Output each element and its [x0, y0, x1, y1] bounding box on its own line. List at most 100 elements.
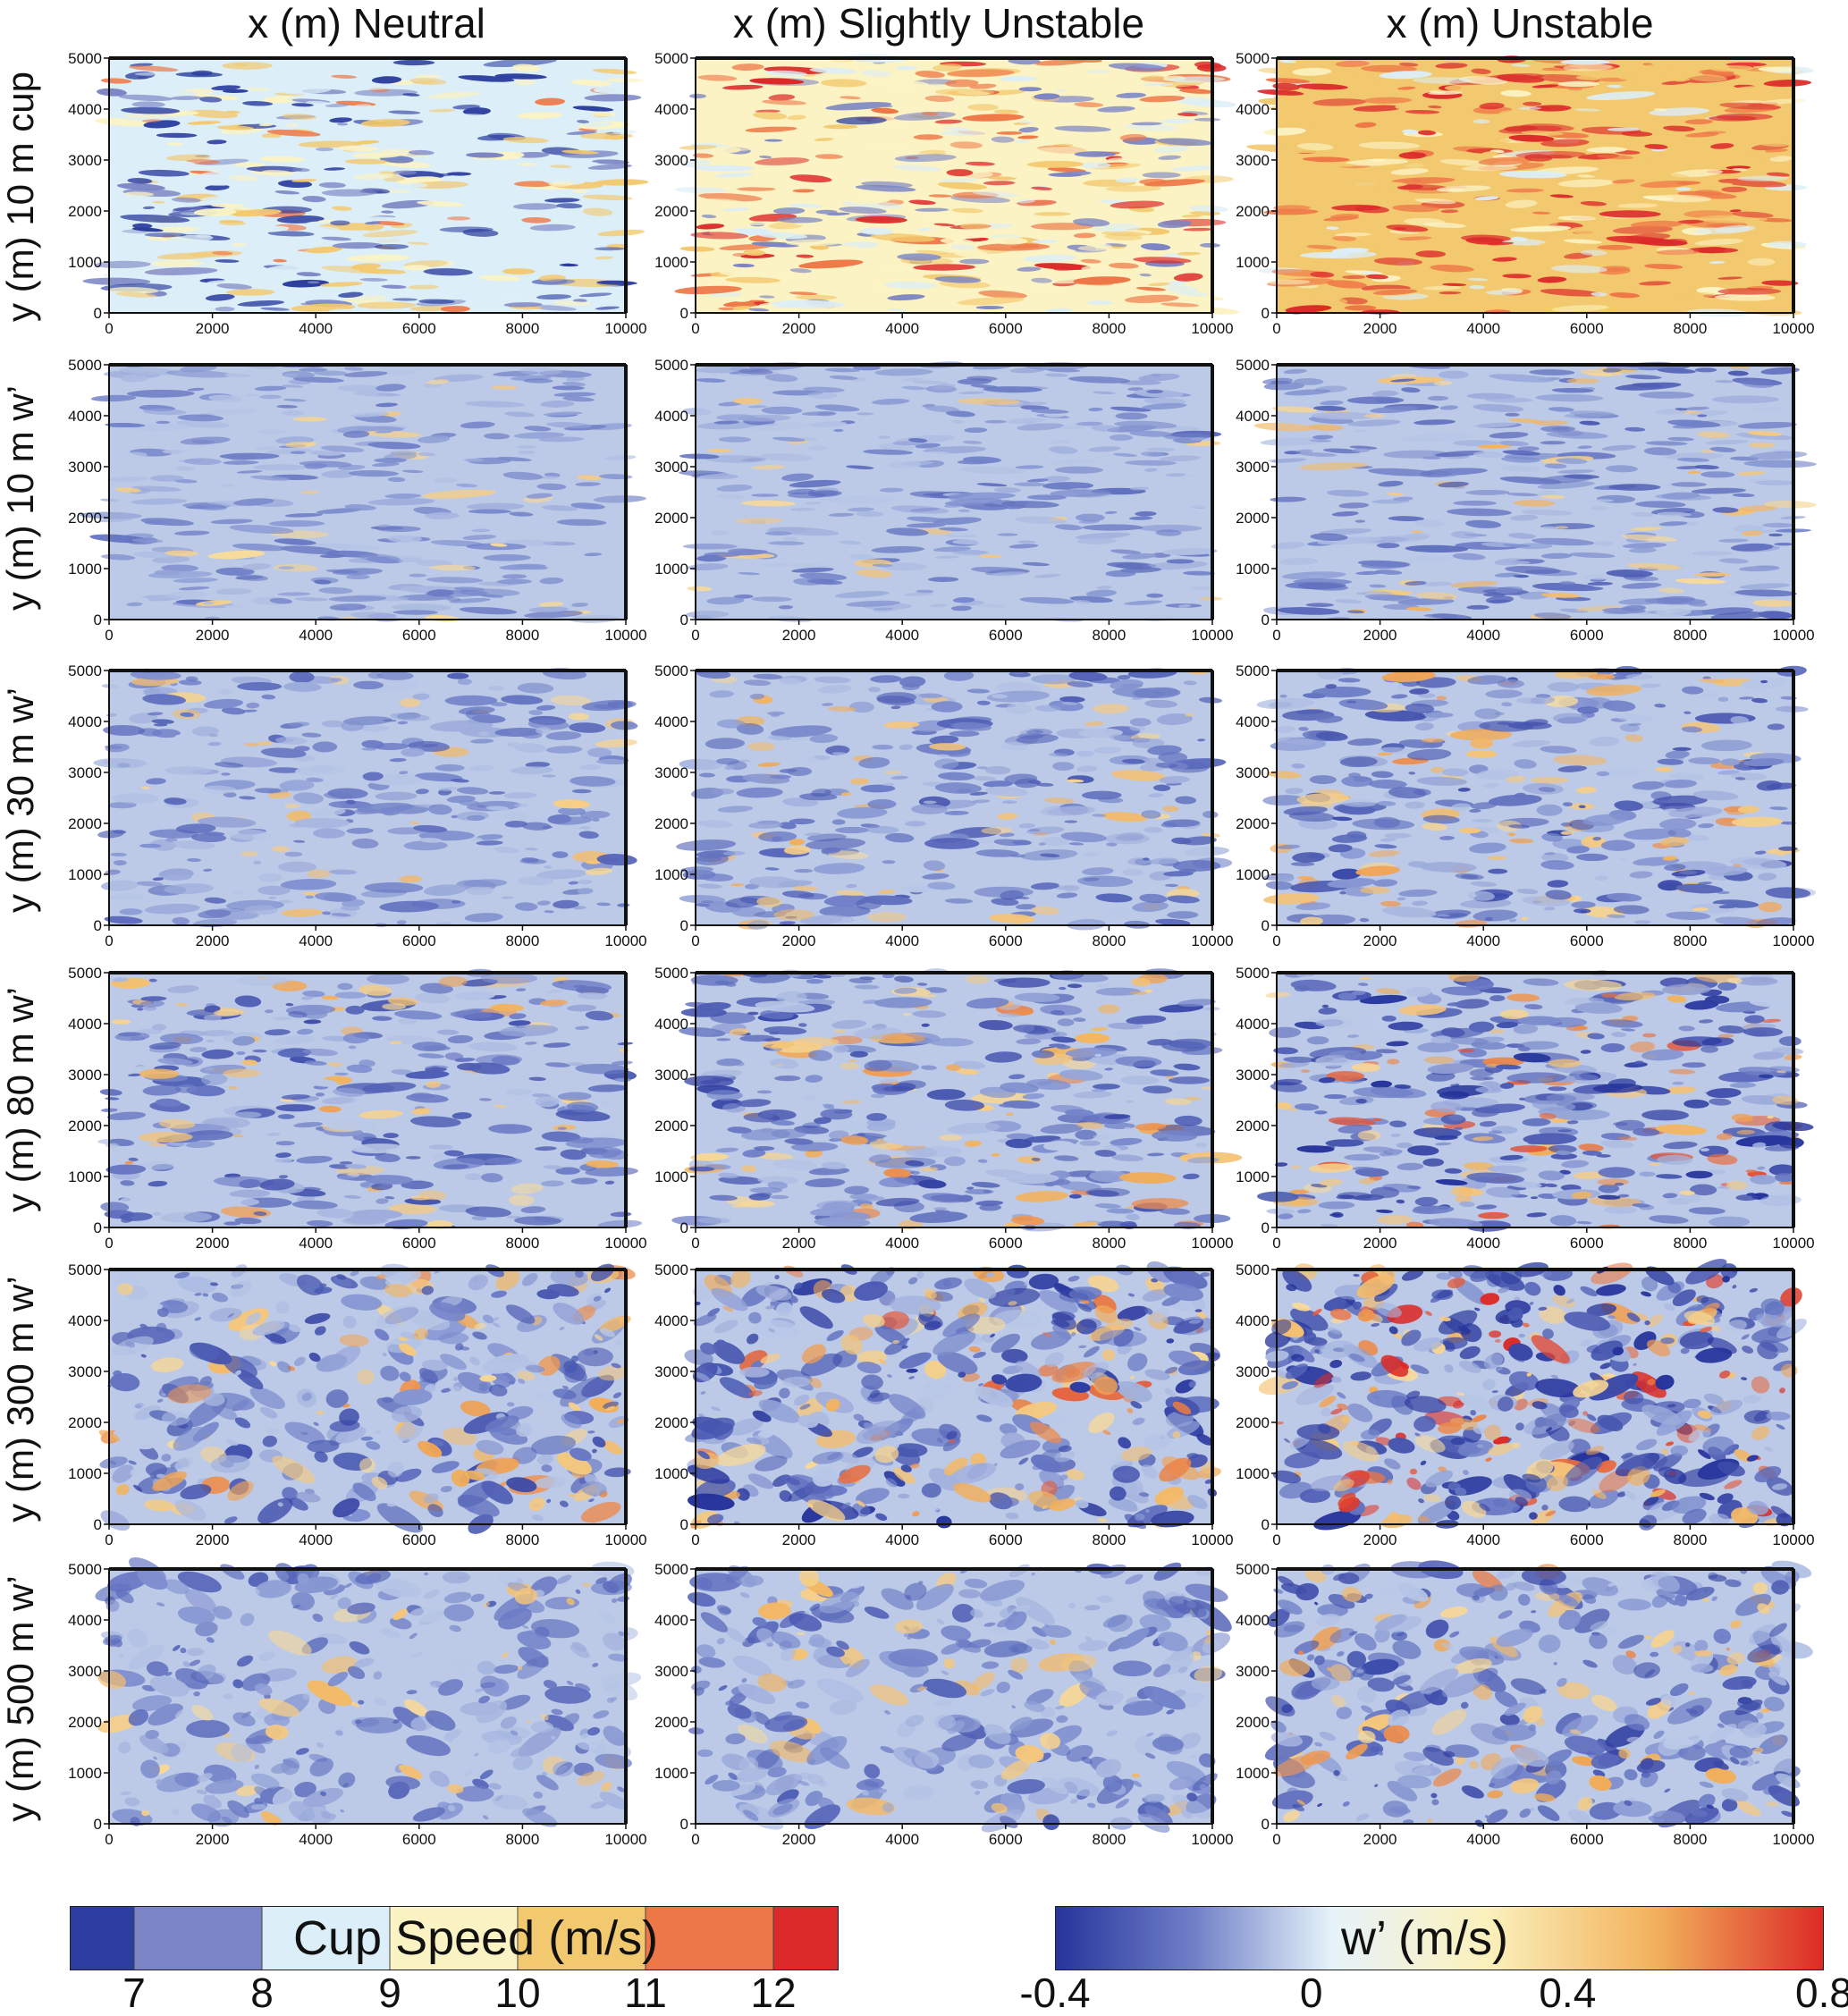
x-tick-label: 0	[1272, 932, 1280, 949]
x-tick-label: 10000	[604, 932, 646, 949]
y-tick-label: 2000	[654, 510, 688, 527]
field-streak	[284, 852, 302, 857]
x-tick-label: 8000	[1673, 932, 1707, 949]
field-streak	[716, 1038, 730, 1041]
field-streak	[806, 979, 823, 983]
y-tick-label: 5000	[68, 662, 102, 679]
y-tick-label: 2000	[654, 1118, 688, 1135]
x-tick-label: 0	[105, 932, 113, 949]
y-tick-label: 4000	[654, 713, 688, 730]
y-tick-label: 2000	[1236, 1118, 1270, 1135]
y-tick-label: 1000	[68, 561, 102, 578]
field-streak	[275, 1104, 315, 1111]
x-tick-label: 4000	[1466, 932, 1500, 949]
y-tick-label: 2000	[654, 203, 688, 220]
x-tick-label: 4000	[885, 932, 919, 949]
x-tick-label: 2000	[1363, 1235, 1397, 1252]
x-tick-label: 0	[691, 627, 699, 644]
y-tick-label: 4000	[1236, 713, 1270, 730]
y-tick-label: 5000	[1236, 50, 1270, 67]
field-streak	[731, 1204, 747, 1208]
y-tick-label: 5000	[1236, 662, 1270, 679]
field-streak	[275, 1141, 294, 1145]
field-streak	[1355, 1099, 1367, 1103]
field-streak	[1120, 1075, 1159, 1084]
field-streak	[578, 880, 592, 884]
field-streak	[997, 533, 1017, 536]
x-tick-label: 0	[691, 932, 699, 949]
x-tick-label: 6000	[402, 627, 436, 644]
row-label-300m-w: y (m) 300 m w’	[0, 1252, 43, 1547]
field-streak	[974, 887, 1034, 898]
field-streak	[835, 827, 869, 833]
y-tick-label: 1000	[1236, 254, 1270, 271]
y-tick-label: 0	[94, 305, 102, 322]
x-tick-label: 4000	[299, 320, 333, 337]
x-tick-label: 10000	[1772, 932, 1814, 949]
x-tick-label: 2000	[782, 932, 816, 949]
x-tick-label: 8000	[1092, 320, 1126, 337]
x-tick-label: 2000	[196, 627, 230, 644]
field-streak	[156, 421, 170, 424]
x-tick-label: 0	[1272, 627, 1280, 644]
x-tick-label: 4000	[1466, 627, 1500, 644]
field-streak	[294, 818, 350, 829]
y-tick-label: 3000	[654, 152, 688, 169]
field-streak	[1079, 1140, 1101, 1145]
x-tick-label: 4000	[299, 627, 333, 644]
x-tick-label: 2000	[196, 1235, 230, 1252]
x-tick-label: 0	[691, 320, 699, 337]
x-tick-label: 8000	[505, 1235, 539, 1252]
field-streak	[1110, 434, 1133, 441]
field-streak	[1375, 249, 1390, 252]
field-streak	[1597, 1178, 1629, 1185]
y-tick-label: 2000	[1236, 203, 1270, 220]
y-tick-label: 0	[1262, 305, 1270, 322]
y-tick-label: 5000	[654, 50, 688, 67]
y-tick-label: 0	[94, 1219, 102, 1236]
x-tick-label: 0	[1272, 1235, 1280, 1252]
x-tick-label: 4000	[1466, 320, 1500, 337]
y-tick-label: 2000	[68, 203, 102, 220]
field-streak	[1069, 1194, 1082, 1199]
field-streak	[923, 801, 936, 804]
y-tick-label: 0	[680, 612, 688, 628]
field-streak	[594, 247, 624, 250]
y-tick-label: 1000	[68, 254, 102, 271]
field-streak	[1360, 887, 1390, 894]
field-streak	[1748, 258, 1776, 266]
y-tick-label: 1000	[654, 254, 688, 271]
field-streak	[557, 1126, 567, 1129]
row-label-10m-cup: y (m) 10 m cup	[0, 49, 43, 344]
y-tick-label: 4000	[68, 101, 102, 118]
x-tick-label: 6000	[402, 1235, 436, 1252]
y-tick-label: 2000	[654, 815, 688, 832]
x-tick-label: 8000	[1673, 320, 1707, 337]
y-tick-label: 3000	[1236, 764, 1270, 781]
field-streak	[1721, 758, 1741, 765]
field-streak	[924, 838, 979, 849]
x-tick-label: 8000	[505, 627, 539, 644]
field-streak	[1596, 772, 1609, 776]
y-tick-label: 1000	[1236, 561, 1270, 578]
field-streak	[1288, 1109, 1297, 1111]
x-tick-label: 0	[1272, 320, 1280, 337]
column-header-neutral: x (m) Neutral	[89, 0, 644, 46]
field-streak	[720, 268, 751, 276]
y-tick-label: 4000	[654, 408, 688, 425]
field-streak	[882, 1086, 913, 1092]
x-tick-label: 8000	[1673, 1235, 1707, 1252]
y-tick-label: 0	[680, 305, 688, 322]
y-tick-label: 3000	[654, 764, 688, 781]
x-tick-label: 2000	[782, 320, 816, 337]
x-tick-label: 4000	[885, 320, 919, 337]
